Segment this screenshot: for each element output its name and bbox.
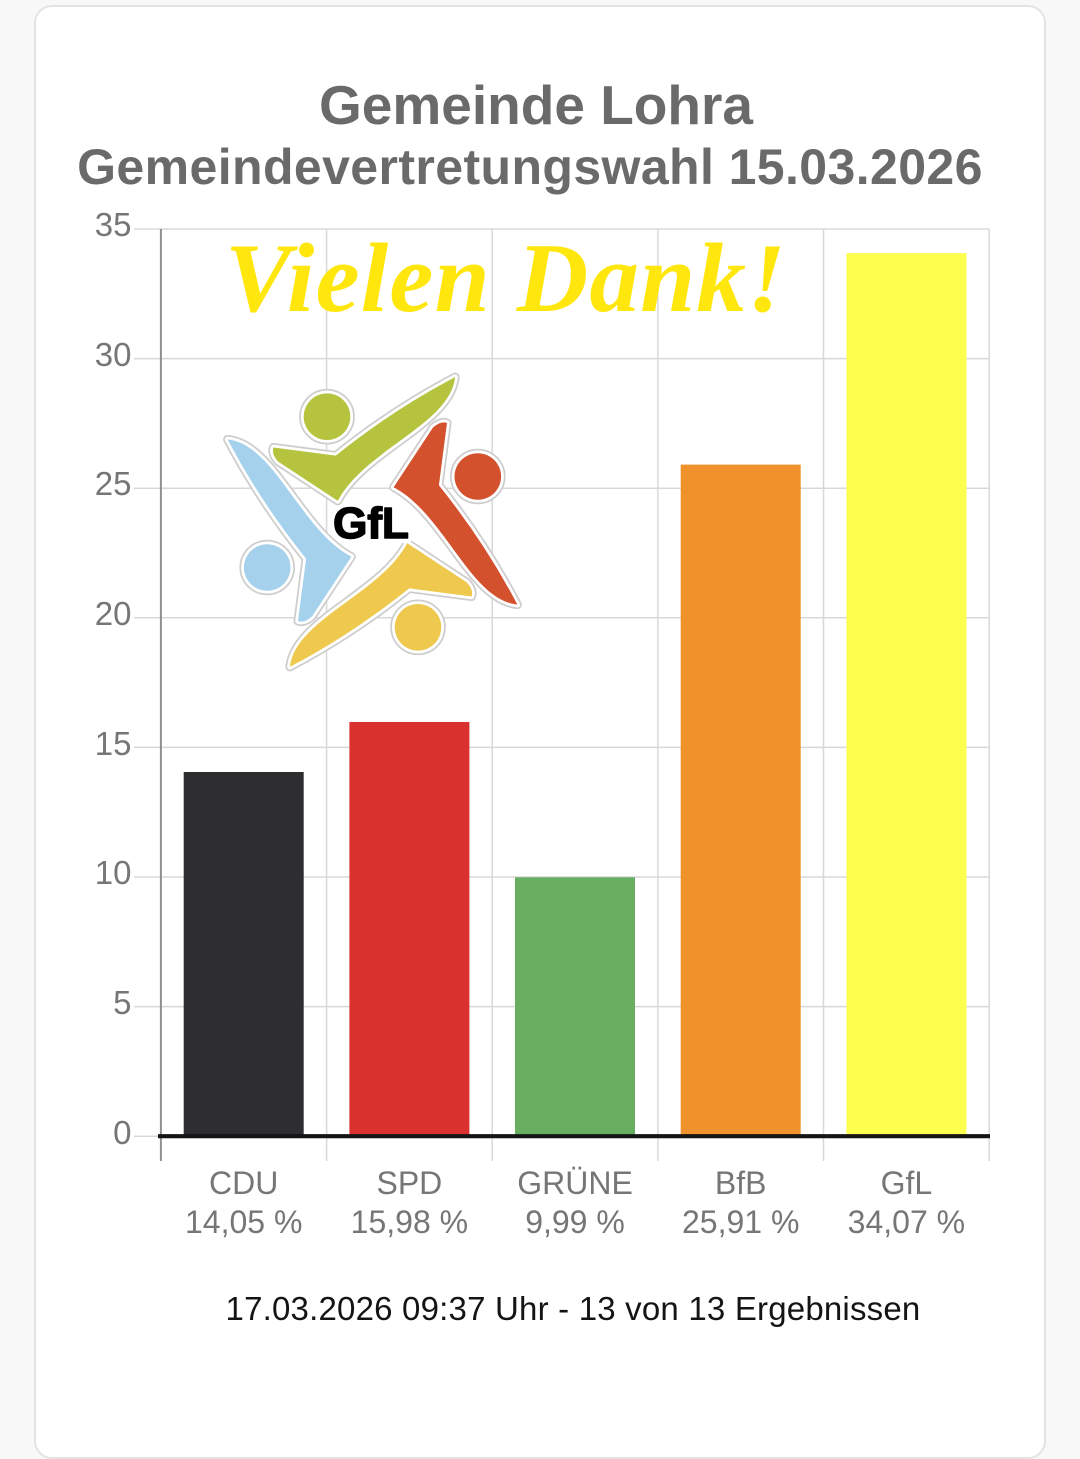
svg-text:GfL: GfL — [333, 499, 409, 548]
svg-text:GfL: GfL — [333, 499, 409, 548]
